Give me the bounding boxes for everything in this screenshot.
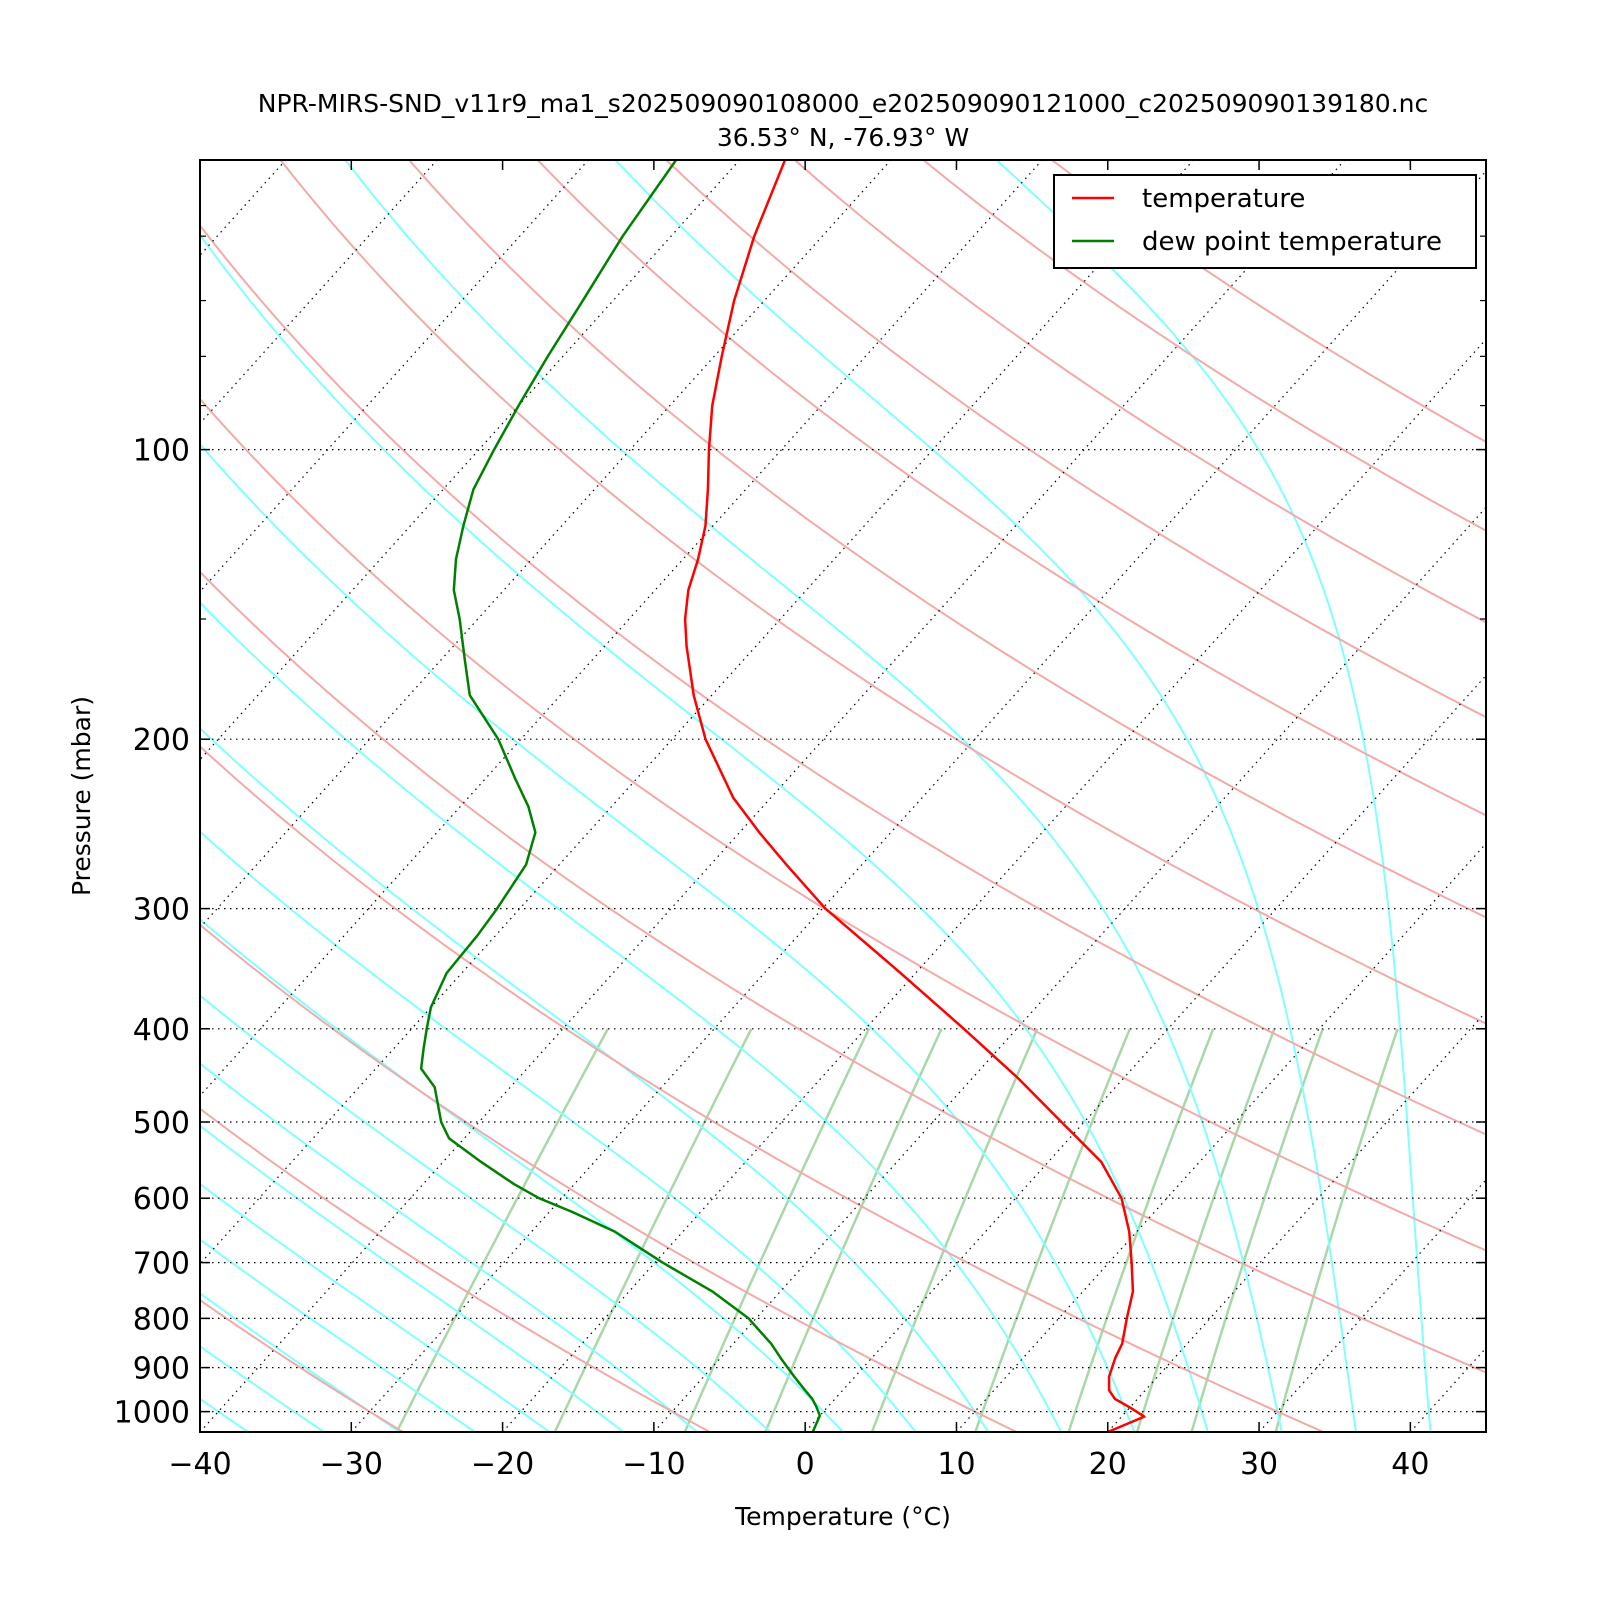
isotherm-line: [200, 160, 1194, 1265]
mixing-ratio-line: [395, 1028, 609, 1432]
y-tick-label: 700: [133, 1247, 190, 1282]
y-tick-label: 100: [133, 434, 190, 469]
x-tick-label: 0: [796, 1447, 815, 1482]
legend-box: [1053, 174, 1477, 269]
mixing-ratio-line: [1190, 1028, 1324, 1432]
moist-adiabat-line: [200, 1292, 401, 1432]
moist-adiabat-line: [200, 1062, 698, 1432]
dry-adiabat-line: [279, 160, 1486, 1025]
y-tick-label: 600: [133, 1182, 190, 1217]
dry-adiabat-line: [665, 160, 1486, 719]
dry-adiabat-line: [922, 160, 1486, 532]
isotherm-grid: [200, 160, 1600, 1432]
dry-adiabat-line: [200, 397, 1486, 1252]
dry-adiabat-line: [200, 223, 1486, 1136]
isotherm-line: [1409, 1347, 1486, 1432]
y-tick-label: 500: [133, 1106, 190, 1141]
isotherm-line: [956, 842, 1486, 1432]
mixing-ratio-line: [683, 1028, 871, 1432]
x-tick-label: 40: [1391, 1447, 1429, 1482]
moist-adiabat-line: [200, 1238, 476, 1432]
dry-adiabat-line: [794, 160, 1486, 624]
moist-adiabat-line: [200, 1345, 325, 1432]
mixing-ratio-line: [553, 1028, 753, 1432]
legend-label-dew-point: dew point temperature: [1142, 227, 1442, 257]
chart-subtitle: 36.53° N, -76.93° W: [717, 123, 969, 152]
temperature-line: [683, 160, 1146, 1432]
dry-adiabat-line: [1051, 160, 1486, 444]
isotherm-line: [200, 160, 1346, 1432]
moist-adiabats: [200, 160, 1432, 1432]
moist-adiabat-line: [200, 830, 917, 1432]
dew-point-line: [419, 160, 822, 1432]
moist-adiabat-line: [200, 1182, 551, 1432]
isotherm-line: [1107, 1010, 1486, 1432]
x-axis-label: Temperature (°C): [734, 1502, 951, 1531]
mixing-ratio-line: [974, 1028, 1132, 1432]
dry-adiabat-line: [200, 570, 1486, 1374]
legend-label-temperature: temperature: [1142, 184, 1305, 214]
plot-frame: [199, 159, 1487, 1433]
x-tick-label: −20: [471, 1447, 534, 1482]
isotherm-line: [200, 160, 287, 257]
y-tick-label: 400: [133, 1013, 190, 1048]
isotherm-line: [200, 160, 1043, 1097]
isobar-grid: [200, 448, 1486, 1413]
moist-adiabat-line: [200, 994, 771, 1432]
dry-adiabat-line: [536, 160, 1486, 817]
series-layer: [419, 160, 1146, 1432]
x-tick-label: −10: [622, 1447, 685, 1482]
y-tick-label: 300: [133, 893, 190, 928]
y-tick-label: 800: [133, 1302, 190, 1337]
mixing-ratio-line: [870, 1028, 1039, 1432]
x-tick-label: 10: [937, 1447, 975, 1482]
moist-adiabat-line: [200, 233, 1209, 1432]
mixing-ratio-line: [1135, 1028, 1276, 1432]
isotherm-line: [200, 160, 892, 929]
isotherm-line: [1258, 1178, 1486, 1432]
mixing-ratio-line: [1274, 1028, 1399, 1432]
dry-adiabat-line: [408, 160, 1486, 919]
x-tick-label: 20: [1089, 1447, 1127, 1482]
isotherm-line: [200, 160, 438, 425]
moist-adiabat-line: [200, 917, 844, 1432]
y-tick-label: 1000: [114, 1396, 190, 1431]
x-tick-label: −40: [168, 1447, 231, 1482]
y-tick-label: 900: [133, 1352, 190, 1387]
moist-adiabat-line: [200, 727, 990, 1432]
isotherm-line: [1562, 160, 1600, 1432]
moist-adiabat-line: [995, 160, 1432, 1432]
moist-adiabat-line: [200, 1397, 249, 1432]
chart-title: NPR-MIRS-SND_v11r9_ma1_s202509090108000_…: [258, 89, 1429, 118]
y-tick-label: 200: [133, 723, 190, 758]
mixing-ratio-line: [764, 1028, 943, 1432]
legend: temperature dew point temperature: [1053, 174, 1477, 269]
plot-area: [200, 160, 1600, 1432]
dry-adiabat-line: [200, 745, 1324, 1432]
dry-adiabat-line: [200, 923, 1018, 1432]
x-tick-label: 30: [1240, 1447, 1278, 1482]
moist-adiabat-line: [200, 1124, 625, 1432]
moist-adiabat-line: [200, 442, 1136, 1432]
dry-adiabat-line: [200, 1107, 711, 1432]
x-tick-label: −30: [320, 1447, 383, 1482]
y-axis-label: Pressure (mbar): [67, 696, 96, 896]
dry-adiabats: [200, 160, 1486, 1432]
moist-adiabat-line: [344, 160, 1283, 1432]
isotherm-line: [653, 506, 1486, 1432]
